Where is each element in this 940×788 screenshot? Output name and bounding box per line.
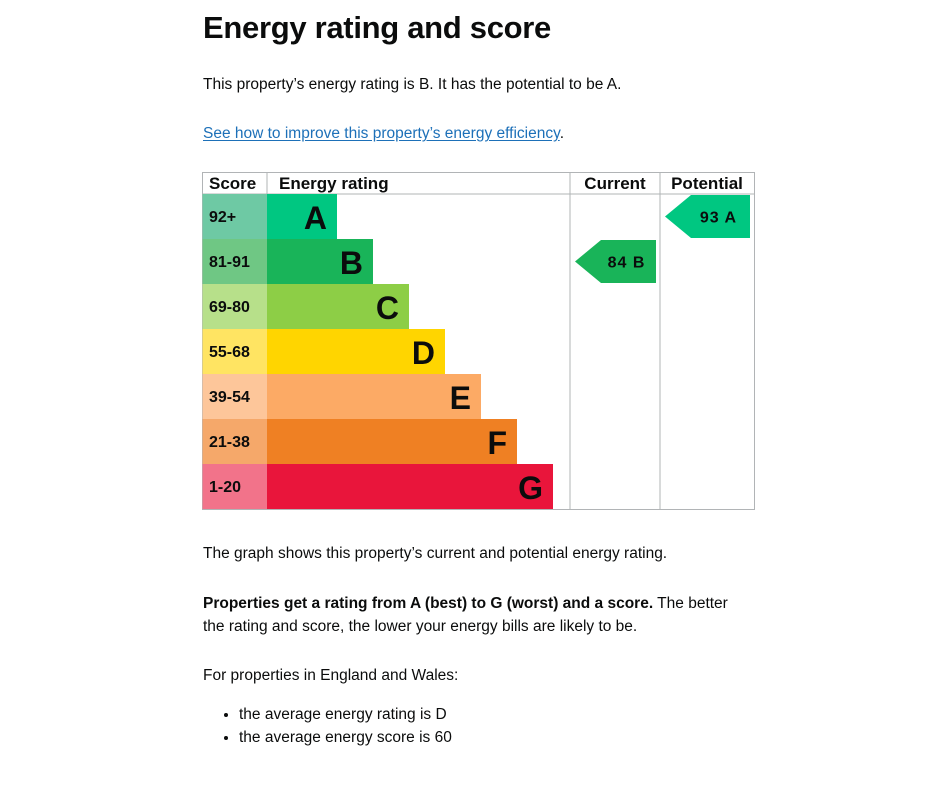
potential-rating-arrow	[665, 195, 750, 238]
band-row-c: 69-80 C	[202, 284, 409, 329]
rating-note: Properties get a rating from A (best) to…	[203, 592, 728, 638]
region-intro: For properties in England and Wales:	[203, 667, 459, 684]
band-row-a: 92+ A	[202, 194, 337, 239]
band-row-f: 21-38 F	[202, 419, 517, 464]
rating-letter-c: C	[376, 290, 399, 326]
score-cell	[202, 284, 267, 329]
score-cell	[202, 419, 267, 464]
improve-efficiency-link[interactable]: See how to improve this property’s energ…	[203, 125, 560, 142]
improve-link-suffix: .	[559, 125, 564, 142]
band-row-g: 1-20 G	[202, 464, 553, 509]
rating-bar-d	[267, 329, 445, 374]
score-range-label: 69-80	[209, 299, 250, 316]
score-cell	[202, 194, 267, 239]
score-cell	[202, 239, 267, 284]
score-cell	[202, 374, 267, 419]
score-range-label: 92+	[209, 209, 236, 226]
potential-rating: 93 A	[665, 195, 750, 238]
score-cell	[202, 329, 267, 374]
rating-bar-e	[267, 374, 481, 419]
page-title: Energy rating and score	[203, 10, 551, 45]
current-rating: 84 B	[575, 240, 656, 283]
header-current: Current	[584, 174, 646, 193]
score-range-label: 21-38	[209, 434, 250, 451]
header-energy-rating: Energy rating	[279, 174, 389, 193]
band-row-e: 39-54 E	[202, 374, 481, 419]
band-row-d: 55-68 D	[202, 329, 445, 374]
rating-letter-e: E	[450, 380, 471, 416]
score-range-label: 1-20	[209, 479, 241, 496]
header-potential: Potential	[671, 174, 743, 193]
list-item: the average energy score is 60	[239, 727, 452, 750]
band-row-b: 81-91 B	[202, 239, 373, 284]
rating-bar-b	[267, 239, 373, 284]
list-item: the average energy rating is D	[239, 704, 452, 727]
rating-letter-d: D	[412, 335, 435, 371]
energy-rating-chart: 92+ A81-91 B69-80 C55-68 D39-54 E21-38 F1-20 G …	[202, 172, 755, 510]
rating-bar-c	[267, 284, 409, 329]
rating-bar-g	[267, 464, 553, 509]
rating-letter-a: A	[304, 200, 327, 236]
improve-paragraph: See how to improve this property’s energ…	[203, 122, 564, 145]
header-score: Score	[209, 174, 256, 193]
averages-list: the average energy rating is D the avera…	[203, 704, 452, 749]
score-range-label: 55-68	[209, 344, 250, 361]
rating-note-rest-line1: The better	[653, 595, 728, 612]
rating-note-bold: Properties get a rating from A (best) to…	[203, 595, 654, 612]
score-range-label: 81-91	[209, 254, 250, 271]
current-rating-arrow	[575, 240, 656, 283]
rating-letter-b: B	[340, 245, 363, 281]
current-rating-label: 84 B	[608, 255, 646, 272]
potential-rating-label: 93 A	[700, 210, 737, 227]
score-cell	[202, 464, 267, 509]
rating-bar-a	[267, 194, 337, 239]
rating-bar-f	[267, 419, 517, 464]
rating-note-rest-line2: the rating and score, the lower your ene…	[203, 618, 638, 635]
graph-description: The graph shows this property’s current …	[203, 545, 668, 562]
rating-letter-f: F	[487, 425, 507, 461]
rating-summary: This property’s energy rating is B. It h…	[203, 76, 622, 93]
rating-letter-g: G	[518, 470, 543, 506]
score-range-label: 39-54	[209, 389, 250, 406]
